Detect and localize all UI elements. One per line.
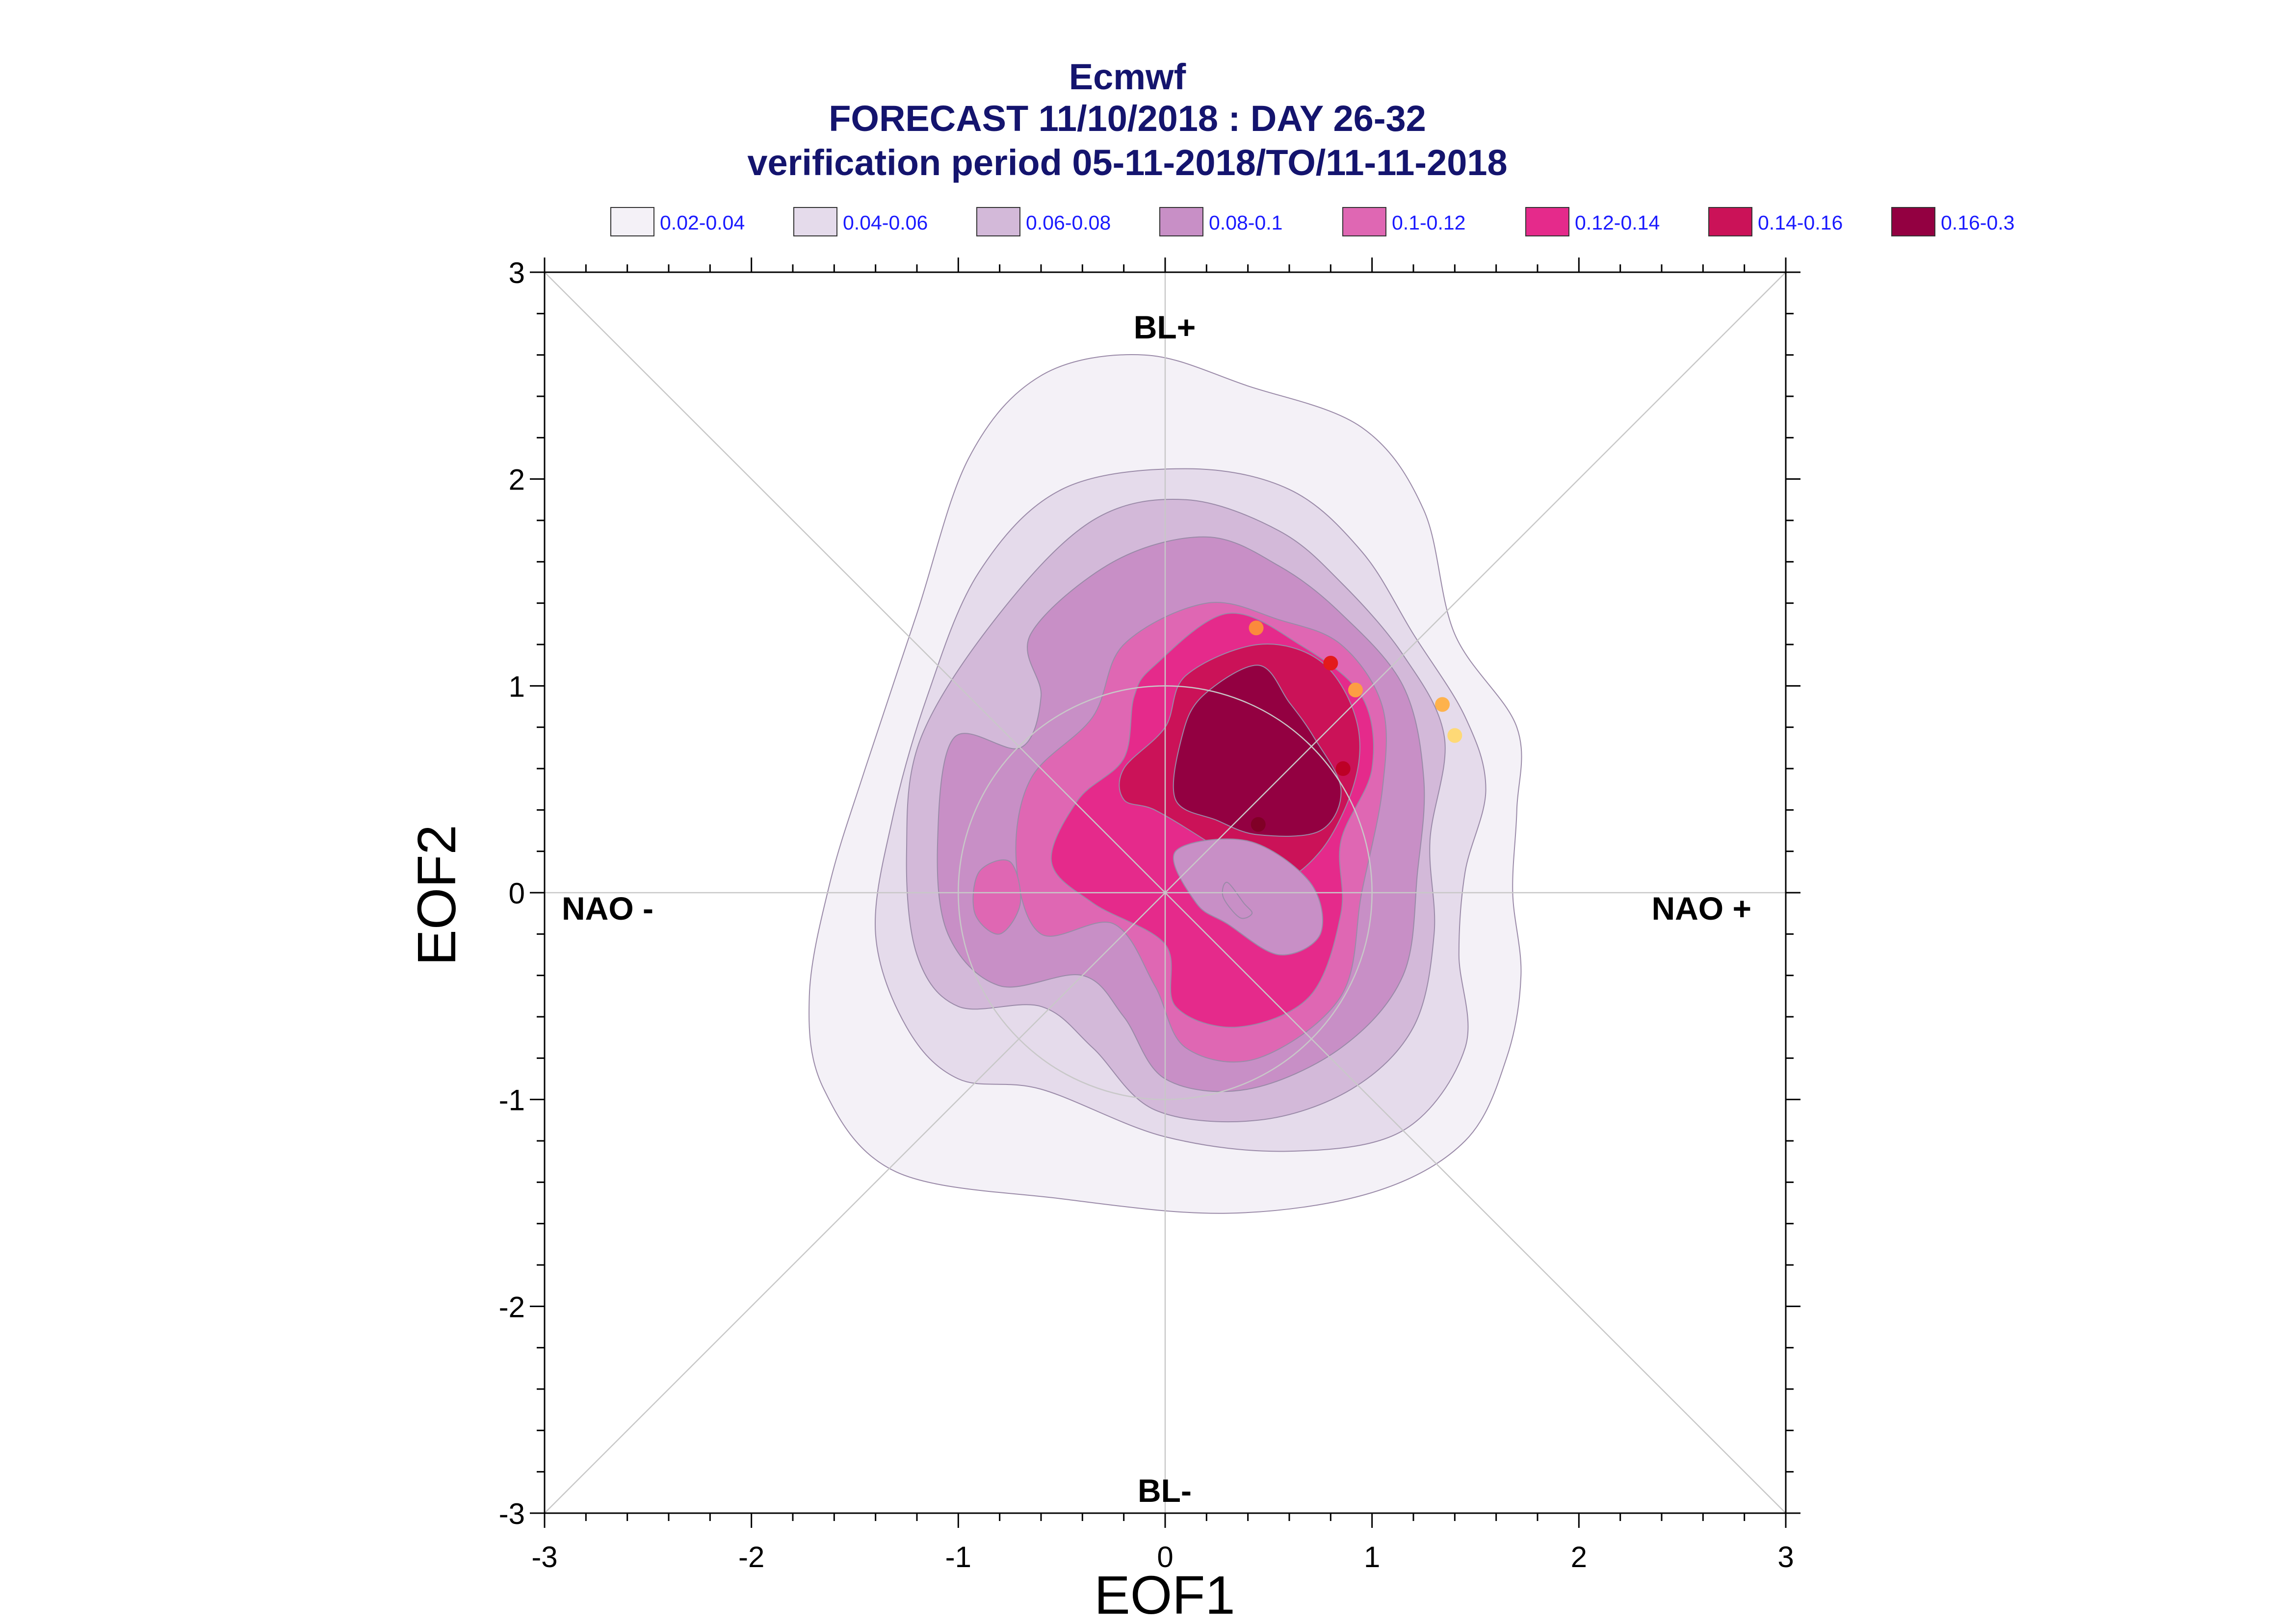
- regime-guides: [544, 272, 1786, 1514]
- legend: 0.02-0.04 0.04-0.06 0.06-0.08 0.08-0.1 0.1-0…: [610, 207, 2014, 236]
- contour-hole-0.08-0.1: [1222, 881, 1253, 919]
- legend-label: 0.16-0.3: [1941, 211, 2014, 234]
- legend-swatch: [793, 207, 837, 236]
- forecast-point: [1249, 620, 1264, 636]
- legend-swatch: [610, 207, 654, 236]
- y-tick-label: -2: [499, 1290, 525, 1323]
- x-tick-label: 2: [1571, 1541, 1587, 1573]
- legend-label: 0.04-0.06: [843, 211, 928, 234]
- legend-label: 0.1-0.12: [1392, 211, 1465, 234]
- forecast-point: [1335, 761, 1351, 776]
- forecast-point: [1251, 817, 1266, 832]
- x-tick-label: -2: [738, 1541, 764, 1573]
- legend-swatch: [1342, 207, 1386, 236]
- legend-swatch: [1525, 207, 1569, 236]
- x-tick-label: 1: [1364, 1541, 1380, 1573]
- chart-title: Ecmwf: [1069, 56, 1186, 97]
- forecast-point: [1348, 682, 1363, 697]
- legend-label: 0.06-0.08: [1026, 211, 1111, 234]
- forecast-point: [1447, 728, 1462, 743]
- legend-label: 0.02-0.04: [660, 211, 745, 234]
- y-tick-label: 1: [509, 670, 525, 703]
- y-tick-label: 0: [509, 877, 525, 910]
- legend-swatch: [1891, 207, 1935, 236]
- y-axis-title: EOF2: [407, 825, 467, 965]
- x-tick-label: -3: [531, 1541, 557, 1573]
- contour-hole-0.08-0.1: [1173, 838, 1323, 955]
- legend-swatch: [976, 207, 1020, 236]
- y-tick-label: 3: [509, 257, 525, 289]
- forecast-point: [1323, 655, 1338, 670]
- x-tick-label: -1: [945, 1541, 971, 1573]
- y-tick-label: 2: [509, 464, 525, 496]
- chart-subtitle-forecast: FORECAST 11/10/2018 : DAY 26-32: [829, 98, 1426, 139]
- region-label-nao-minus: NAO -: [562, 890, 653, 927]
- x-axis-title: EOF1: [1094, 1565, 1235, 1624]
- contour-hole-0.1-0.12: [972, 859, 1021, 935]
- y-tick-label: -3: [499, 1497, 525, 1530]
- x-tick-label: 3: [1777, 1541, 1794, 1573]
- legend-swatch: [1708, 207, 1752, 236]
- legend-swatch: [1159, 207, 1203, 236]
- forecast-point: [1435, 697, 1450, 712]
- plot-frame: -3 -2 -1 0 1 2 3 3 2 1 0 -1 -2 -3: [499, 257, 1800, 1573]
- contour-0.16-0.3: [1173, 665, 1342, 837]
- x-tick-label: 0: [1157, 1541, 1173, 1573]
- region-label-bl-minus: BL-: [1138, 1472, 1192, 1509]
- y-tick-label: -1: [499, 1084, 525, 1117]
- forecast-points: [1249, 620, 1462, 832]
- chart-subtitle-verification: verification period 05-11-2018/TO/11-11-…: [747, 142, 1507, 183]
- legend-label: 0.14-0.16: [1758, 211, 1843, 234]
- legend-label: 0.08-0.1: [1209, 211, 1282, 234]
- region-label-nao-plus: NAO +: [1651, 890, 1751, 927]
- unit-circle: [958, 685, 1373, 1100]
- legend-label: 0.12-0.14: [1575, 211, 1660, 234]
- region-label-bl-plus: BL+: [1134, 309, 1196, 345]
